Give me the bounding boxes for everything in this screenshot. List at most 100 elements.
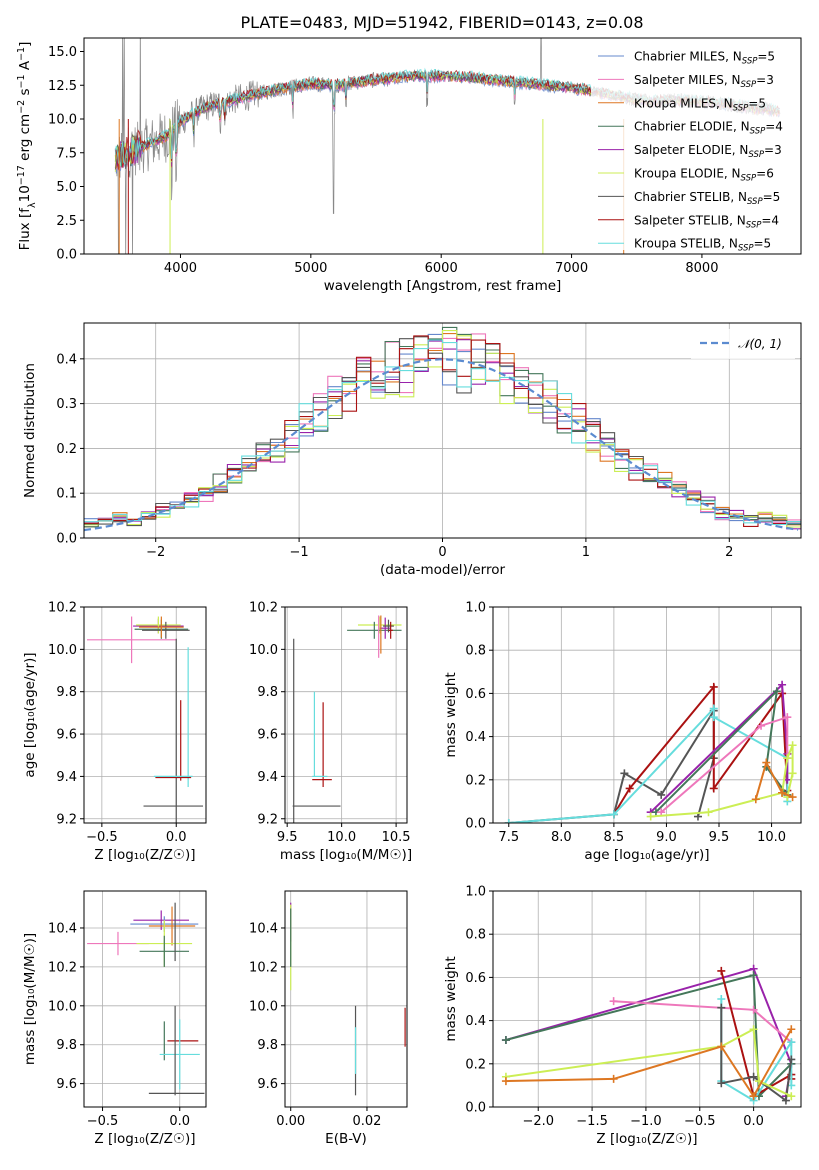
y-tick-label: 10.0 [48, 999, 77, 1014]
y-tick-label: 9.8 [257, 1038, 278, 1053]
axes-frame [492, 890, 802, 1108]
axes-frame [83, 890, 207, 1108]
legend-entry: Kroupa ELODIE, NSSP=6 [634, 167, 774, 184]
errorbar-point [133, 910, 190, 930]
x-tick-label: 9.5 [277, 830, 298, 845]
axes-frame [83, 37, 802, 255]
x-tick-label: −1.5 [576, 1114, 608, 1129]
plot-area [504, 680, 797, 823]
y-tick-label: 9.6 [56, 728, 77, 743]
y-tick-label: 0.6 [465, 687, 486, 702]
errorbar-point [159, 1019, 200, 1090]
plot-area [86, 616, 204, 823]
legend-entry: Salpeter MILES, NSSP=3 [634, 73, 774, 90]
x-axis-label: mass [log₁₀(M/M☉)] [280, 847, 412, 863]
y-axis-label-part: −17 [16, 165, 27, 185]
weight-marker [709, 682, 718, 691]
y-tick-label: 1.0 [465, 885, 486, 900]
figure-title: PLATE=0483, MJD=51942, FIBERID=0143, z=0… [240, 13, 643, 32]
x-tick-label: 1 [582, 545, 590, 560]
legend-entry-part: =5 [748, 96, 766, 110]
y-tick-label: 0.6 [465, 971, 486, 986]
x-tick-label: 10.0 [757, 830, 786, 845]
y-tick-label: 0.8 [465, 644, 486, 659]
errorbar-point [142, 621, 190, 639]
weight-marker [757, 721, 766, 730]
panel-age-vs-mass: 9.5 10.0 10.5 9.2 9.4 9.6 9.8 10.0 10.2 mass [log… [249, 601, 412, 864]
legend-entry-part: SSP [750, 127, 766, 137]
legend-entry-part: Chabrier ELODIE, N [634, 120, 750, 134]
x-tick-label: −1.0 [630, 1114, 662, 1129]
legend-entry-part: SSP [733, 103, 749, 113]
errorbar-point [139, 935, 190, 967]
weight-marker [787, 1055, 796, 1064]
x-tick-label: 10.5 [382, 830, 411, 845]
y-tick-label: 0.2 [465, 1057, 486, 1072]
weight-marker [787, 1092, 796, 1101]
weight-series [717, 1003, 796, 1105]
weight-line [505, 973, 793, 1099]
x-tick-label: −2.0 [522, 1114, 554, 1129]
legend-entry-part: Kroupa ELODIE, N [634, 167, 741, 181]
weight-marker [783, 713, 792, 722]
y-tick-label: 0.0 [56, 248, 77, 263]
x-tick-label: 9.5 [709, 830, 730, 845]
y-tick-label: 9.8 [257, 685, 278, 700]
plot-area [292, 615, 402, 823]
panel-mass-vs-EBV: 0.00 0.02 9.6 9.8 10.0 10.2 10.4 E(B-V) [249, 890, 408, 1147]
legend-entry-part: =6 [756, 167, 774, 181]
legend-entry-part: Chabrier STELIB, N [634, 190, 747, 204]
y-tick-label: 0.8 [465, 928, 486, 943]
x-tick-label: 0.00 [276, 1114, 305, 1129]
y-tick-label: 1.0 [465, 601, 486, 616]
y-tick-label: 0.0 [465, 1101, 486, 1116]
x-tick-label: 0.0 [166, 830, 187, 845]
y-axis-label-part: ] [17, 42, 33, 47]
y-tick-label: 9.2 [257, 812, 278, 827]
x-axis-label: wavelength [Angstrom, rest frame] [324, 278, 562, 294]
y-tick-label: 10.2 [249, 601, 278, 616]
legend-entry-part: Chabrier MILES, N [634, 50, 742, 64]
y-axis-label: mass weight [443, 672, 459, 757]
legend-entry-part: SSP [747, 197, 763, 207]
y-tick-label: 9.8 [56, 1038, 77, 1053]
x-tick-label: −0.5 [87, 1114, 119, 1129]
y-tick-label: 9.6 [257, 728, 278, 743]
weight-marker [625, 784, 634, 793]
weight-marker [504, 819, 513, 823]
y-axis-label-part: −2 [16, 100, 27, 114]
weight-marker [749, 1005, 758, 1014]
y-axis-label-part: λ [27, 202, 38, 208]
weight-marker [749, 1072, 758, 1081]
weight-marker [709, 784, 718, 793]
y-tick-label: 0.4 [465, 1014, 486, 1029]
legend-entry-part: Salpeter ELODIE, N [634, 143, 748, 157]
panel-weight-vs-Z: −2.0 −1.5 −1.0 −0.5 0.0 0.0 0.2 0.4 0.6 0.8 1.0 Z [… [443, 885, 802, 1147]
weight-marker [751, 795, 760, 804]
legend-entry-part: =3 [756, 73, 774, 87]
legend-entry-part: =3 [764, 143, 782, 157]
weight-marker [709, 704, 718, 713]
weight-marker [788, 741, 797, 750]
residual-histogram [84, 339, 801, 526]
y-tick-label: 7.5 [56, 146, 77, 161]
y-axis-label: mass weight [443, 956, 459, 1041]
y-axis-label-part: Flux [f [17, 207, 33, 251]
weight-marker [501, 1077, 510, 1086]
x-tick-label: 0.02 [352, 1114, 381, 1129]
weight-marker [749, 971, 758, 980]
y-axis-label-part: erg cm [17, 114, 33, 165]
x-tick-label: 8.5 [604, 830, 625, 845]
y-axis-label-part: s [17, 88, 33, 99]
x-tick-label: 5000 [294, 261, 327, 276]
y-tick-label: 10.0 [48, 643, 77, 658]
y-tick-label: 12.5 [48, 79, 77, 94]
panel-mass-vs-Z: −0.5 0.0 9.6 9.8 10.0 10.2 10.4 Z [log₁₀(Z/Z☉)]… [22, 890, 207, 1147]
weight-marker [749, 1092, 758, 1101]
weight-marker [646, 812, 655, 821]
x-tick-label: −0.5 [86, 830, 118, 845]
errorbar-point [86, 616, 177, 664]
weight-line [660, 715, 789, 813]
y-tick-label: 0.1 [56, 487, 77, 502]
legend-entry-part: =4 [765, 120, 783, 134]
